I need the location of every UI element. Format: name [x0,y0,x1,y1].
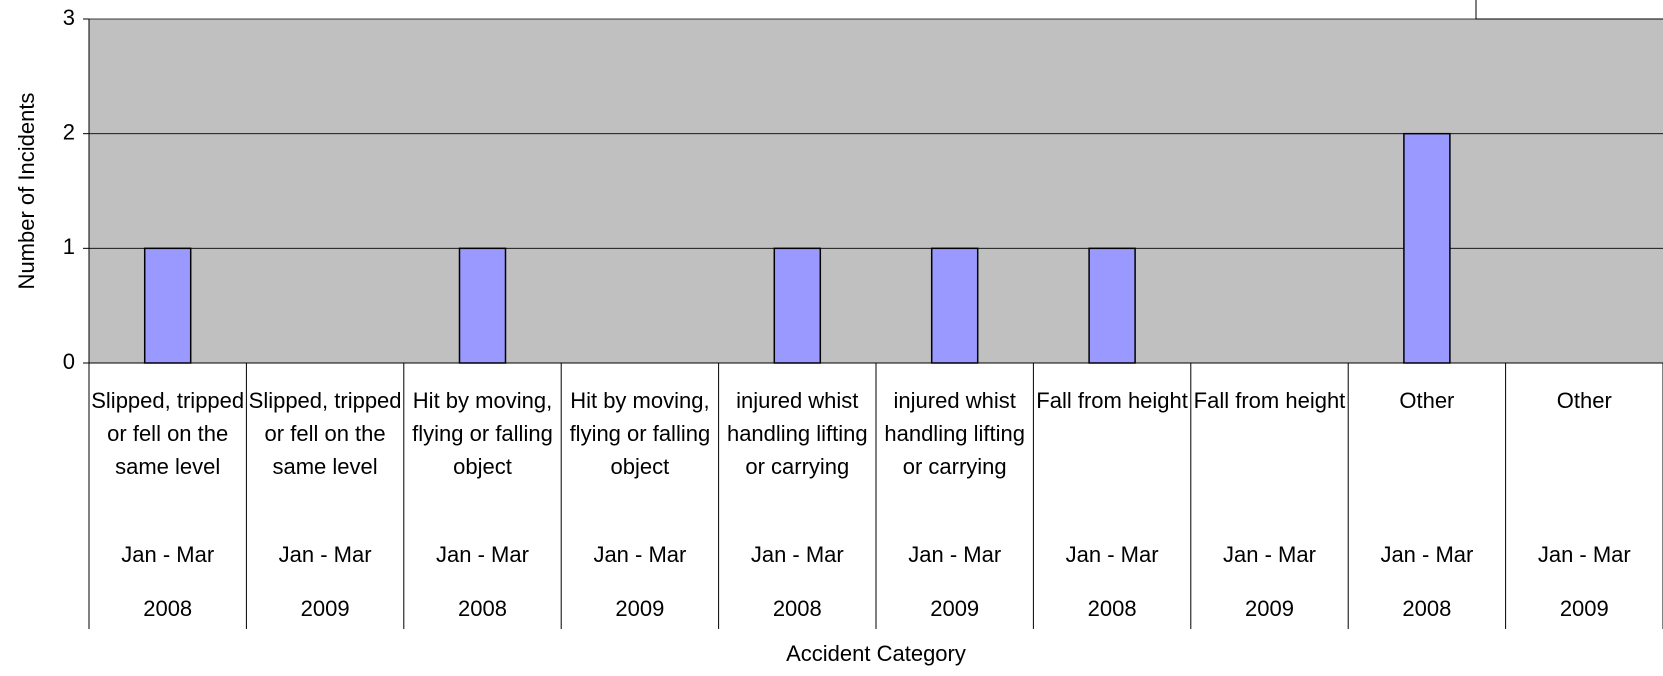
x-tick-year: 2009 [615,596,664,621]
x-tick-label-box: injured whist handling lifting or carryi… [884,388,1026,479]
x-tick-year: 2008 [1088,596,1137,621]
x-tick-label: Fall from height [1036,388,1188,413]
y-tick-label: 0 [63,349,75,374]
x-tick-label-box: Fall from height [1193,388,1346,413]
x-tick-period: Jan - Mar [121,542,214,567]
x-tick-label-box: Slipped, tripped or fell on the same lev… [91,388,245,479]
bar [143,247,192,364]
x-tick-label: injured whist handling lifting or carryi… [726,388,868,479]
x-tick-label-box: injured whist handling lifting or carryi… [726,388,868,479]
x-tick-label-box: Other [1556,388,1612,413]
x-tick-label: Other [1399,388,1455,413]
x-tick-label: Hit by moving, flying or falling object [412,388,553,479]
x-tick-year: 2008 [773,596,822,621]
bar [1403,132,1451,364]
x-tick-label: Fall from height [1193,388,1346,413]
x-tick-period: Jan - Mar [279,542,372,567]
x-tick-period: Jan - Mar [1223,542,1316,567]
x-tick-label: injured whist handling lifting or carryi… [884,388,1026,479]
x-tick-period: Jan - Mar [1066,542,1159,567]
x-tick-label: Slipped, tripped or fell on the same lev… [91,388,245,479]
plot-area [89,19,1663,363]
x-tick-period: Jan - Mar [751,542,844,567]
bar [773,247,822,364]
x-tick-label: Hit by moving, flying or falling object [569,388,711,479]
x-tick-period: Jan - Mar [908,542,1001,567]
y-axis-title: Number of Incidents [14,93,39,290]
y-tick-label: 1 [63,234,75,259]
x-tick-period: Jan - Mar [1380,542,1473,567]
x-tick-year: 2009 [301,596,350,621]
x-tick-label-box: Fall from height [1036,388,1188,413]
x-tick-year: 2008 [458,596,507,621]
bar [458,247,507,364]
x-tick-period: Jan - Mar [593,542,686,567]
bar [930,247,979,364]
x-tick-label-box: Other [1399,388,1455,413]
x-tick-year: 2009 [930,596,979,621]
x-tick-label: Other [1556,388,1612,413]
legend-box [1475,0,1663,20]
y-tick-label: 3 [63,5,75,30]
x-tick-year: 2009 [1245,596,1294,621]
x-tick-year: 2009 [1560,596,1609,621]
x-axis-title: Accident Category [786,641,966,666]
bar [1088,247,1136,364]
x-tick-label-box: Slipped, tripped or fell on the same lev… [248,388,402,479]
x-tick-period: Jan - Mar [1538,542,1631,567]
x-tick-label-box: Hit by moving, flying or falling object [569,388,711,479]
x-tick-label: Slipped, tripped or fell on the same lev… [248,388,402,479]
x-tick-year: 2008 [1402,596,1451,621]
x-tick-period: Jan - Mar [436,542,529,567]
x-tick-year: 2008 [143,596,192,621]
x-tick-label-box: Hit by moving, flying or falling object [412,388,553,479]
y-tick-label: 2 [63,119,75,144]
